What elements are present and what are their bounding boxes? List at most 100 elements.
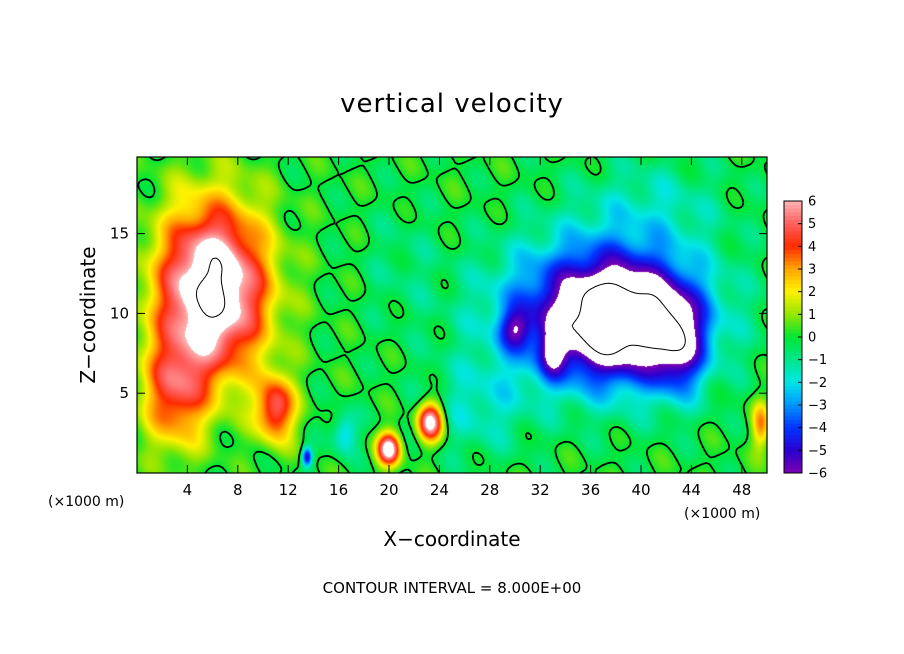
colorbar-swatch — [784, 265, 802, 270]
colorbar-tick-label: −1 — [808, 353, 827, 368]
colorbar-tick-label: −4 — [808, 421, 827, 436]
colorbar-tick-label: 2 — [808, 285, 816, 300]
colorbar-tick-label: 4 — [808, 240, 816, 255]
colorbar-swatch — [784, 374, 802, 379]
colorbar-swatch — [784, 219, 802, 225]
colorbar-tick-label: −2 — [808, 376, 827, 391]
colorbar-swatch — [784, 401, 802, 406]
colorbar-swatch — [784, 457, 802, 463]
contour-zero — [137, 157, 767, 473]
contour-plus-8 — [195, 257, 226, 318]
colorbar: 6 5 4 3 2 1 0 −1 −2 −3 −4 −5 −6 — [783, 195, 827, 482]
colorbar-swatch — [784, 261, 802, 266]
x-tick-label: 8 — [233, 481, 243, 499]
colorbar-swatch — [784, 397, 802, 402]
colorbar-swatch — [784, 450, 802, 455]
colorbar-tick-label: 6 — [808, 195, 816, 210]
colorbar-swatch — [784, 291, 802, 296]
colorbar-swatch — [784, 238, 802, 243]
colorbar-swatch — [784, 284, 802, 289]
colorbar-swatch — [784, 439, 802, 444]
colorbar-swatch — [784, 405, 802, 410]
colorbar-swatch — [784, 204, 802, 209]
colorbar-swatch — [784, 355, 802, 361]
colorbar-swatch — [784, 446, 802, 451]
colorbar-swatch — [784, 412, 802, 417]
colorbar-swatch — [784, 306, 802, 311]
colorbar-swatch — [784, 431, 802, 436]
colorbar-swatch — [784, 310, 802, 315]
colorbar-swatch — [784, 393, 802, 398]
colorbar-tick-label: 5 — [808, 217, 816, 232]
colorbar-swatch — [784, 408, 802, 413]
contour-lines — [137, 157, 767, 473]
colorbar-swatch — [784, 325, 802, 330]
colorbar-swatch — [784, 367, 802, 372]
colorbar-swatch — [784, 344, 802, 349]
colorbar-swatch — [784, 208, 802, 213]
colorbar-swatch — [784, 299, 802, 304]
colorbar-tick-label: −6 — [808, 467, 827, 482]
colorbar-swatch — [784, 321, 802, 327]
colorbar-tick-label: 1 — [808, 308, 816, 323]
x-tick-label: 24 — [430, 481, 449, 499]
x-tick-label: 20 — [379, 481, 398, 499]
colorbar-swatch — [784, 295, 802, 300]
x-tick-label: 44 — [682, 481, 701, 499]
colorbar-swatch — [784, 337, 802, 342]
colorbar-swatch — [784, 423, 802, 429]
colorbar-swatch — [784, 223, 802, 228]
x-unit-label-left: (×1000 m) — [48, 494, 124, 510]
colorbar-swatch — [784, 454, 802, 459]
x-tick-label: 36 — [581, 481, 600, 499]
x-tick-label: 28 — [480, 481, 499, 499]
colorbar-tick-label: −5 — [808, 444, 827, 459]
colorbar-swatch — [784, 386, 802, 391]
colorbar-swatch — [784, 389, 802, 395]
colorbar-swatch — [784, 427, 802, 432]
colorbar-swatch — [784, 287, 802, 293]
colorbar-swatch — [784, 201, 802, 206]
colorbar-swatch — [784, 461, 802, 466]
colorbar-swatch — [784, 333, 802, 338]
x-tick-label: 12 — [279, 481, 298, 499]
y-tick-label: 15 — [110, 225, 129, 243]
colorbar-swatch — [784, 303, 802, 308]
y-tick-label: 10 — [110, 304, 129, 322]
colorbar-tick-label: 3 — [808, 263, 816, 278]
colorbar-swatch — [784, 420, 802, 425]
x-axis-label: X−coordinate — [383, 527, 520, 551]
colorbar-swatch — [784, 231, 802, 236]
colorbar-swatch — [784, 416, 802, 421]
colorbar-swatch — [784, 227, 802, 232]
colorbar-swatch — [784, 216, 802, 221]
colorbar-tick-label: 0 — [808, 331, 816, 346]
y-axis-ticks: 5 10 15 — [110, 225, 767, 402]
x-tick-label: 16 — [329, 481, 348, 499]
colorbar-swatch — [784, 280, 802, 285]
y-tick-label: 5 — [119, 384, 129, 402]
colorbar-swatch — [784, 435, 802, 440]
colorbar-swatch — [784, 257, 802, 262]
colorbar-swatch — [784, 442, 802, 447]
colorbar-swatch — [784, 250, 802, 255]
colorbar-swatch — [784, 371, 802, 376]
colorbar-swatch — [784, 269, 802, 274]
colorbar-swatch — [784, 314, 802, 319]
colorbar-swatch — [784, 318, 802, 323]
colorbar-swatch — [784, 329, 802, 334]
colorbar-swatch — [784, 242, 802, 247]
x-tick-label: 4 — [183, 481, 193, 499]
x-axis-ticks: 4 8 12 16 20 24 28 32 36 40 44 48 — [183, 157, 751, 499]
colorbar-swatch — [784, 253, 802, 259]
chart-title: vertical velocity — [340, 89, 564, 119]
colorbar-swatch — [784, 378, 802, 383]
colorbar-swatch — [784, 340, 802, 345]
colorbar-tick-label: −3 — [808, 399, 827, 414]
colorbar-swatch — [784, 212, 802, 217]
colorbar-swatch — [784, 348, 802, 353]
colorbar-swatch — [784, 272, 802, 277]
velocity-field-heatmap — [137, 157, 767, 473]
colorbar-swatch — [784, 246, 802, 251]
